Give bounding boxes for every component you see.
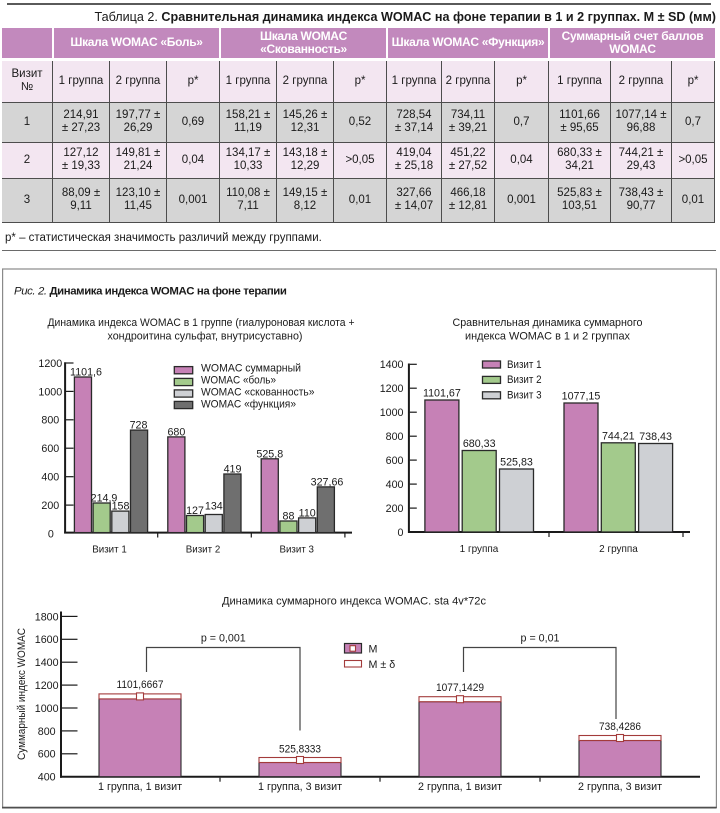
svg-text:0: 0 xyxy=(398,527,404,539)
svg-text:1400: 1400 xyxy=(35,657,59,669)
svg-text:1200: 1200 xyxy=(38,358,62,370)
svg-text:Суммарный индекс WOMAC: Суммарный индекс WOMAC xyxy=(16,628,28,760)
svg-text:0: 0 xyxy=(48,528,54,540)
svg-text:327,66: 327,66 xyxy=(311,476,344,488)
svg-text:2 группа: 2 группа xyxy=(599,543,638,555)
svg-text:Рис. 2. Динамика индекса WOMAC: Рис. 2. Динамика индекса WOMAC на фоне т… xyxy=(14,286,287,298)
svg-text:728: 728 xyxy=(130,420,148,432)
svg-text:1800: 1800 xyxy=(35,611,59,623)
svg-text:525,8: 525,8 xyxy=(256,448,283,460)
svg-text:525,83: 525,83 xyxy=(500,457,533,469)
svg-text:1600: 1600 xyxy=(35,634,59,646)
svg-text:800: 800 xyxy=(38,726,56,738)
svg-text:p = 0,001: p = 0,001 xyxy=(201,633,246,645)
svg-text:Визит 2: Визит 2 xyxy=(186,544,221,556)
svg-text:1077,15: 1077,15 xyxy=(562,391,601,403)
svg-text:127: 127 xyxy=(186,505,204,517)
svg-text:680: 680 xyxy=(167,426,185,438)
svg-text:1000: 1000 xyxy=(38,386,62,398)
svg-text:200: 200 xyxy=(386,503,404,515)
svg-text:1101,6667: 1101,6667 xyxy=(117,679,164,691)
svg-text:1 группа: 1 группа xyxy=(460,543,499,555)
svg-text:Визит 3: Визит 3 xyxy=(279,544,314,556)
svg-text:2 группа, 3 визит: 2 группа, 3 визит xyxy=(578,781,662,793)
svg-text:600: 600 xyxy=(386,455,404,467)
svg-text:419: 419 xyxy=(224,464,242,476)
svg-text:200: 200 xyxy=(41,500,59,512)
svg-text:индекса WOMAC в 1 и 2 группах: индекса WOMAC в 1 и 2 группах xyxy=(465,331,630,343)
svg-text:738,4286: 738,4286 xyxy=(599,721,641,733)
svg-text:134: 134 xyxy=(205,501,223,513)
svg-text:Визит 3: Визит 3 xyxy=(507,390,542,402)
svg-text:1200: 1200 xyxy=(35,680,59,692)
svg-text:214,9: 214,9 xyxy=(91,493,118,505)
svg-text:WOMAC «функция»: WOMAC «функция» xyxy=(201,398,296,410)
svg-text:1400: 1400 xyxy=(380,359,404,371)
svg-text:WOMAC «боль»: WOMAC «боль» xyxy=(201,374,276,386)
svg-text:738,43: 738,43 xyxy=(639,431,672,443)
svg-text:Визит 2: Визит 2 xyxy=(507,374,542,386)
svg-text:Визит 1: Визит 1 xyxy=(507,359,542,371)
svg-text:600: 600 xyxy=(41,443,59,455)
svg-text:WOMAC «скованность»: WOMAC «скованность» xyxy=(201,386,315,398)
svg-text:2 группа, 1 визит: 2 группа, 1 визит xyxy=(418,781,502,793)
svg-text:1077,1429: 1077,1429 xyxy=(436,682,484,694)
svg-text:1 группа, 1 визит: 1 группа, 1 визит xyxy=(98,781,182,793)
svg-text:Динамика индекса WOMAC в 1 гру: Динамика индекса WOMAC в 1 группе (гиалу… xyxy=(48,317,355,329)
svg-text:1000: 1000 xyxy=(380,407,404,419)
svg-text:525,8333: 525,8333 xyxy=(279,744,321,756)
svg-text:1200: 1200 xyxy=(380,383,404,395)
svg-text:М: М xyxy=(369,644,378,656)
svg-text:WOMAC суммарный: WOMAC суммарный xyxy=(201,363,301,375)
svg-text:400: 400 xyxy=(386,479,404,491)
svg-text:158: 158 xyxy=(112,501,130,513)
svg-text:M ± δ: M ± δ xyxy=(369,659,396,671)
svg-text:Визит 1: Визит 1 xyxy=(92,544,127,556)
svg-text:88: 88 xyxy=(283,511,295,523)
svg-text:400: 400 xyxy=(38,772,56,784)
svg-text:110: 110 xyxy=(299,507,316,519)
svg-text:744,21: 744,21 xyxy=(602,430,635,442)
svg-text:800: 800 xyxy=(386,431,404,443)
svg-text:хондроитина сульфат, внутрисус: хондроитина сульфат, внутрисуставно) xyxy=(108,331,303,343)
svg-text:600: 600 xyxy=(38,749,56,761)
svg-text:800: 800 xyxy=(41,415,59,427)
svg-text:1101,67: 1101,67 xyxy=(423,388,461,400)
svg-text:Динамика суммарного индекса WO: Динамика суммарного индекса WOMAC. sta 4… xyxy=(222,596,487,608)
svg-text:1 группа, 3 визит: 1 группа, 3 визит xyxy=(258,781,342,793)
svg-text:Сравнительная динамика суммарн: Сравнительная динамика суммарного xyxy=(453,317,643,329)
svg-text:p = 0,01: p = 0,01 xyxy=(521,633,560,645)
svg-text:1000: 1000 xyxy=(35,703,59,715)
svg-text:1101,6: 1101,6 xyxy=(70,367,102,379)
svg-text:400: 400 xyxy=(41,472,59,484)
svg-text:680,33: 680,33 xyxy=(463,438,496,450)
